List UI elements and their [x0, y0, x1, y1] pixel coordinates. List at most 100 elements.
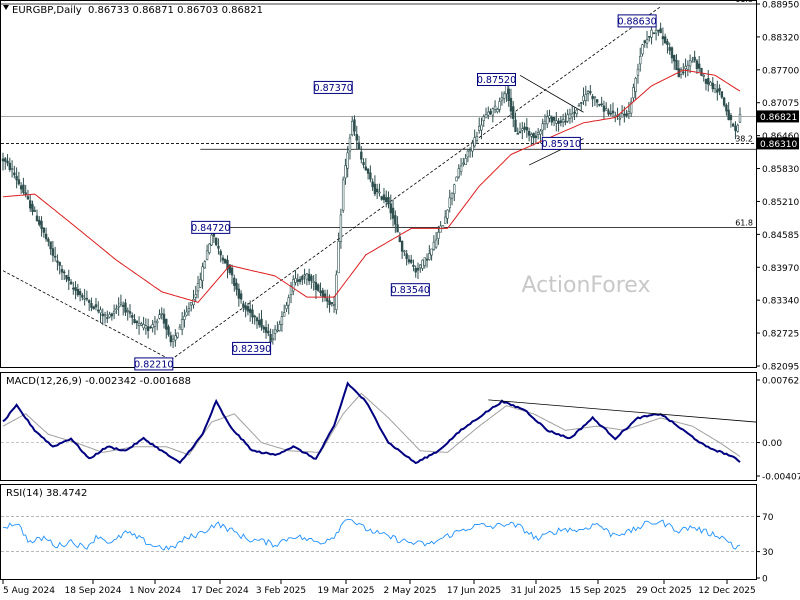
candle-body [448, 197, 451, 209]
candle-body [171, 338, 175, 342]
candle-body [35, 215, 39, 222]
annotation-label: 0.83540 [391, 285, 430, 296]
candle-body [602, 105, 606, 112]
annotation-label: 0.87520 [477, 75, 516, 86]
candle-body [682, 71, 685, 74]
candle-body [47, 238, 50, 242]
candle-body [521, 128, 524, 131]
candle-body [51, 248, 55, 256]
candle-body [670, 47, 674, 59]
candle-body [13, 172, 16, 176]
candle-body [44, 233, 48, 240]
y-tick-label: 0.85210 [762, 198, 799, 208]
candle-body [282, 312, 286, 317]
annotation-box [232, 341, 272, 355]
candle-body [99, 309, 102, 314]
macd-y-tick-label: 0.00 [762, 439, 782, 449]
candle-body [502, 93, 506, 99]
candle-body [328, 300, 331, 306]
candle-body [221, 257, 225, 261]
candle-body [224, 258, 227, 264]
candle-body [736, 125, 739, 132]
rsi-y-tick-label: 70 [762, 513, 774, 523]
candle-body [314, 282, 318, 290]
candle-body [110, 313, 114, 317]
trendline [2, 270, 171, 361]
candle-body [341, 179, 345, 211]
candle-body [729, 115, 733, 121]
candle-body [414, 268, 417, 273]
candle-body [496, 109, 499, 113]
candle-body [425, 258, 429, 261]
candle-body [657, 29, 660, 32]
y-tick-label: 0.87075 [762, 99, 799, 109]
candle-body [437, 232, 440, 239]
candle-body [514, 119, 517, 132]
candle-body [29, 200, 32, 209]
candle-body [212, 233, 216, 237]
candle-body [625, 113, 628, 117]
candle-body [473, 137, 476, 147]
candle-body [33, 210, 36, 212]
candle-body [103, 314, 107, 317]
candle-body [725, 104, 728, 112]
candle-body [639, 56, 642, 65]
candle-body [121, 304, 125, 307]
candle-body [731, 123, 735, 127]
candle-body [722, 97, 726, 106]
candle-body [405, 253, 408, 260]
x-tick-label: 2 May 2025 [384, 586, 437, 596]
candle-body [160, 313, 163, 315]
price-labels: 0.86821 0.86310 [757, 110, 799, 150]
candle-body [516, 133, 519, 135]
candle-body [636, 68, 640, 76]
candle-body [101, 313, 104, 317]
candle-body [607, 110, 610, 115]
price-label-text: 0.86310 [760, 140, 797, 150]
y-tick-label: 0.86460 [762, 132, 799, 142]
candle-body [378, 191, 381, 194]
candle-body [180, 319, 184, 330]
candle-body [709, 81, 712, 86]
candle-body [17, 179, 21, 185]
candle-body [253, 315, 256, 318]
candle-body [362, 162, 365, 166]
candle-body [353, 119, 356, 132]
candle-body [233, 277, 236, 286]
candle-body [652, 32, 656, 35]
price-label-text: 0.86821 [760, 113, 797, 123]
y-tick-label: 0.83340 [762, 297, 799, 307]
candle-body [389, 203, 392, 214]
candle-body [246, 306, 250, 312]
candle-body [260, 318, 263, 328]
candle-body [178, 326, 182, 330]
y-tick-label: 0.83970 [762, 264, 799, 274]
candle-body [319, 290, 322, 294]
candle-body [344, 165, 347, 179]
candle-body [271, 338, 275, 340]
y-tick-label: 0.82095 [762, 363, 799, 373]
candle-body [582, 95, 585, 102]
candle-body [162, 313, 166, 324]
candle-body [466, 150, 470, 158]
candle-body [56, 260, 59, 263]
candle-body [443, 216, 447, 224]
candle-body [566, 114, 569, 122]
candle-body [208, 243, 211, 254]
candle-body [210, 234, 213, 246]
candle-body [403, 250, 406, 253]
candle-body [557, 120, 560, 124]
candle-body [412, 264, 415, 267]
annotation-box [617, 14, 657, 28]
annotation-box [313, 80, 353, 94]
candle-body [40, 220, 43, 229]
candle-body [239, 293, 243, 300]
candle-body [124, 302, 127, 313]
candle-body [527, 131, 531, 136]
candle-body [480, 124, 483, 131]
candle-body [500, 97, 504, 101]
candle-body [598, 104, 601, 106]
candle-body [326, 298, 329, 302]
candle-body [248, 308, 252, 313]
candle-body [201, 266, 204, 282]
